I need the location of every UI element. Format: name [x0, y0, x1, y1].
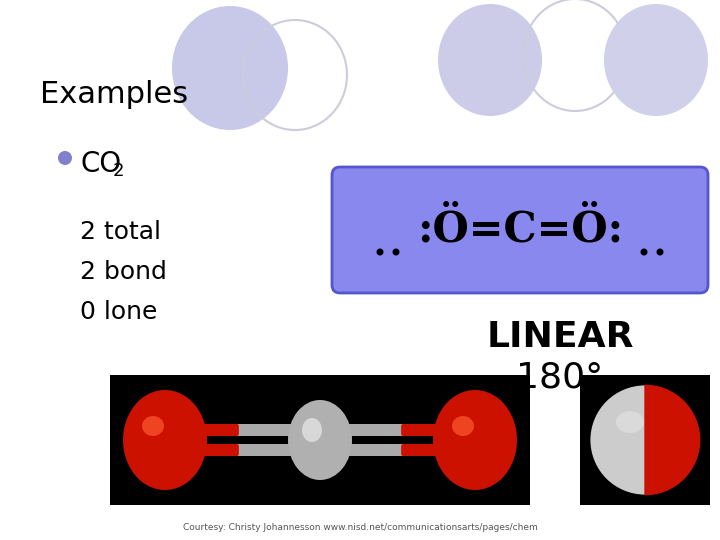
Ellipse shape — [392, 248, 400, 255]
Ellipse shape — [438, 4, 542, 116]
Text: 0 lone: 0 lone — [80, 300, 158, 324]
Text: Courtesy: Christy Johannesson www.nisd.net/communicationsarts/pages/chem: Courtesy: Christy Johannesson www.nisd.n… — [183, 523, 537, 532]
FancyBboxPatch shape — [133, 424, 507, 436]
Text: LINEAR: LINEAR — [486, 320, 634, 354]
Ellipse shape — [172, 6, 288, 130]
FancyBboxPatch shape — [133, 424, 239, 436]
Ellipse shape — [288, 400, 352, 480]
FancyBboxPatch shape — [401, 424, 507, 436]
Ellipse shape — [433, 390, 517, 490]
Text: :Ö=C=Ö:: :Ö=C=Ö: — [417, 209, 623, 251]
Ellipse shape — [123, 390, 207, 490]
Text: 2: 2 — [113, 162, 125, 180]
Text: Examples: Examples — [40, 80, 188, 109]
FancyBboxPatch shape — [401, 444, 507, 456]
Ellipse shape — [604, 4, 708, 116]
Ellipse shape — [452, 416, 474, 436]
Ellipse shape — [590, 386, 700, 495]
Ellipse shape — [641, 248, 647, 255]
Polygon shape — [645, 386, 700, 495]
Bar — [580, 375, 710, 505]
Ellipse shape — [657, 248, 664, 255]
Text: CO: CO — [80, 150, 121, 178]
Ellipse shape — [377, 248, 384, 255]
Text: 180°: 180° — [516, 360, 603, 394]
FancyBboxPatch shape — [133, 444, 507, 456]
FancyBboxPatch shape — [133, 444, 239, 456]
FancyBboxPatch shape — [332, 167, 708, 293]
Ellipse shape — [142, 416, 164, 436]
Ellipse shape — [616, 411, 644, 433]
Text: 2 total: 2 total — [80, 220, 161, 244]
Ellipse shape — [58, 151, 72, 165]
Ellipse shape — [302, 418, 322, 442]
Text: 2 bond: 2 bond — [80, 260, 167, 284]
Bar — [110, 375, 530, 505]
